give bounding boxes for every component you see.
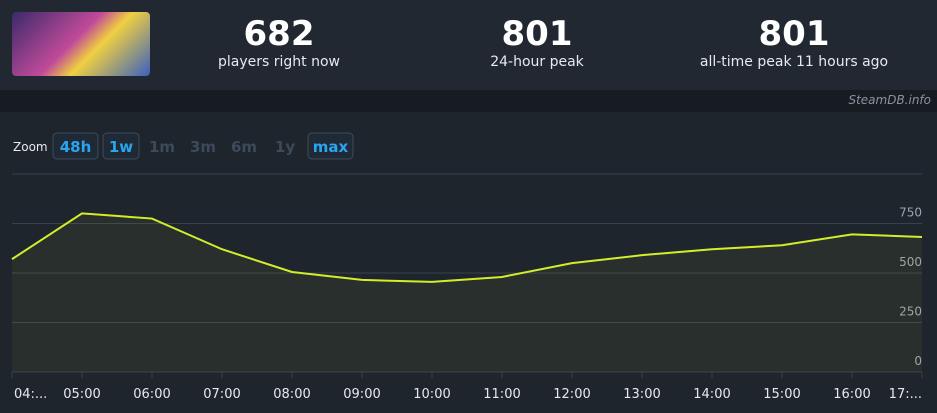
x-tick-label: 05:00: [63, 387, 100, 402]
watermark: SteamDB.info: [848, 93, 931, 107]
line: [11, 212, 923, 283]
area: [12, 213, 922, 372]
game-image: [12, 12, 150, 76]
x-tick-label: 11:00: [483, 387, 520, 402]
x-tick-label: 08:00: [273, 387, 310, 402]
stat-label: all-time peak 11 hours ago: [699, 54, 889, 70]
y-tick-label: 0: [914, 354, 922, 368]
x-tick-label: 15:00: [763, 387, 800, 402]
zoom-button-label[interactable]: max: [313, 138, 349, 156]
chart-panel: [0, 112, 937, 413]
zoom-button-label[interactable]: 1m: [149, 138, 175, 156]
x-tick-label: 04:...: [14, 387, 47, 402]
zoom-button-label[interactable]: 1y: [275, 138, 295, 156]
x-tick-label: 13:00: [623, 387, 660, 402]
stat: 801 all-time peak 11 hours ago: [669, 14, 919, 70]
x-tick-label: 09:00: [343, 387, 380, 402]
stat-value: 801: [758, 14, 830, 54]
zoom-button-label[interactable]: 1w: [109, 138, 133, 156]
zoom-button-label[interactable]: 48h: [60, 138, 92, 156]
zoom-button[interactable]: [307, 132, 354, 160]
y-tick-label: 250: [899, 305, 922, 319]
x-tick-label: 14:00: [693, 387, 730, 402]
x-tick-label: 12:00: [553, 387, 590, 402]
stat-value: 801: [501, 14, 573, 54]
x-tick-label: 07:00: [203, 387, 240, 402]
zoom-button[interactable]: [52, 132, 99, 160]
x-tick-label: 17:...: [889, 387, 922, 402]
stats-bar: 682 players right now 801 24-hour peak 801…: [0, 0, 937, 90]
y-tick-label: 500: [899, 255, 922, 269]
zoom-label: Zoom: [13, 140, 48, 154]
x-tick-label: 16:00: [833, 387, 870, 402]
y-tick-label: 750: [899, 206, 922, 220]
stat-label: 24-hour peak: [490, 54, 584, 70]
x-tick-label: 10:00: [413, 387, 450, 402]
x-tick-label: 06:00: [133, 387, 170, 402]
stat-value: 682: [243, 14, 315, 54]
stat: 682 players right now: [154, 14, 404, 70]
stat: 801 24-hour peak: [412, 14, 662, 70]
stat-label: players right now: [218, 54, 340, 70]
zoom-button[interactable]: [102, 132, 140, 160]
zoom-button-label[interactable]: 6m: [231, 138, 257, 156]
zoom-button-label[interactable]: 3m: [190, 138, 216, 156]
